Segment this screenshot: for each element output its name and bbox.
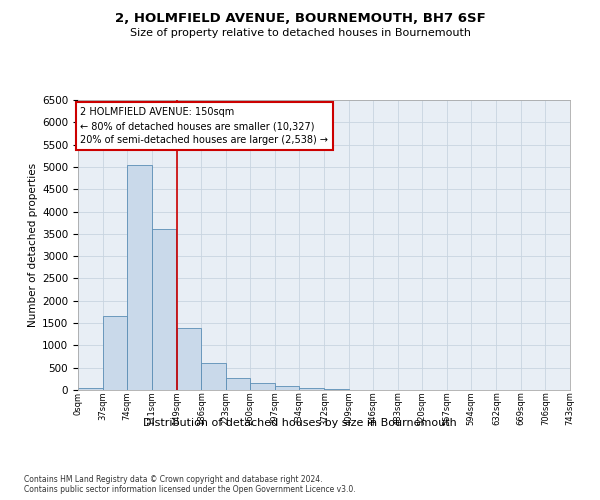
Bar: [250, 384, 275, 390]
Bar: [325, 388, 349, 390]
Text: Distribution of detached houses by size in Bournemouth: Distribution of detached houses by size …: [143, 418, 457, 428]
Bar: [275, 386, 299, 390]
Bar: [299, 388, 323, 390]
Bar: [127, 164, 152, 390]
Y-axis label: Number of detached properties: Number of detached properties: [28, 163, 38, 327]
Text: 2 HOLMFIELD AVENUE: 150sqm
← 80% of detached houses are smaller (10,327)
20% of : 2 HOLMFIELD AVENUE: 150sqm ← 80% of deta…: [80, 108, 328, 146]
Bar: [176, 328, 201, 390]
Text: Contains public sector information licensed under the Open Government Licence v3: Contains public sector information licen…: [24, 485, 356, 494]
Bar: [152, 230, 176, 390]
Text: Contains HM Land Registry data © Crown copyright and database right 2024.: Contains HM Land Registry data © Crown c…: [24, 475, 323, 484]
Text: 2, HOLMFIELD AVENUE, BOURNEMOUTH, BH7 6SF: 2, HOLMFIELD AVENUE, BOURNEMOUTH, BH7 6S…: [115, 12, 485, 26]
Bar: [103, 316, 127, 390]
Bar: [226, 378, 250, 390]
Text: Size of property relative to detached houses in Bournemouth: Size of property relative to detached ho…: [130, 28, 470, 38]
Bar: [78, 388, 103, 390]
Bar: [201, 363, 226, 390]
